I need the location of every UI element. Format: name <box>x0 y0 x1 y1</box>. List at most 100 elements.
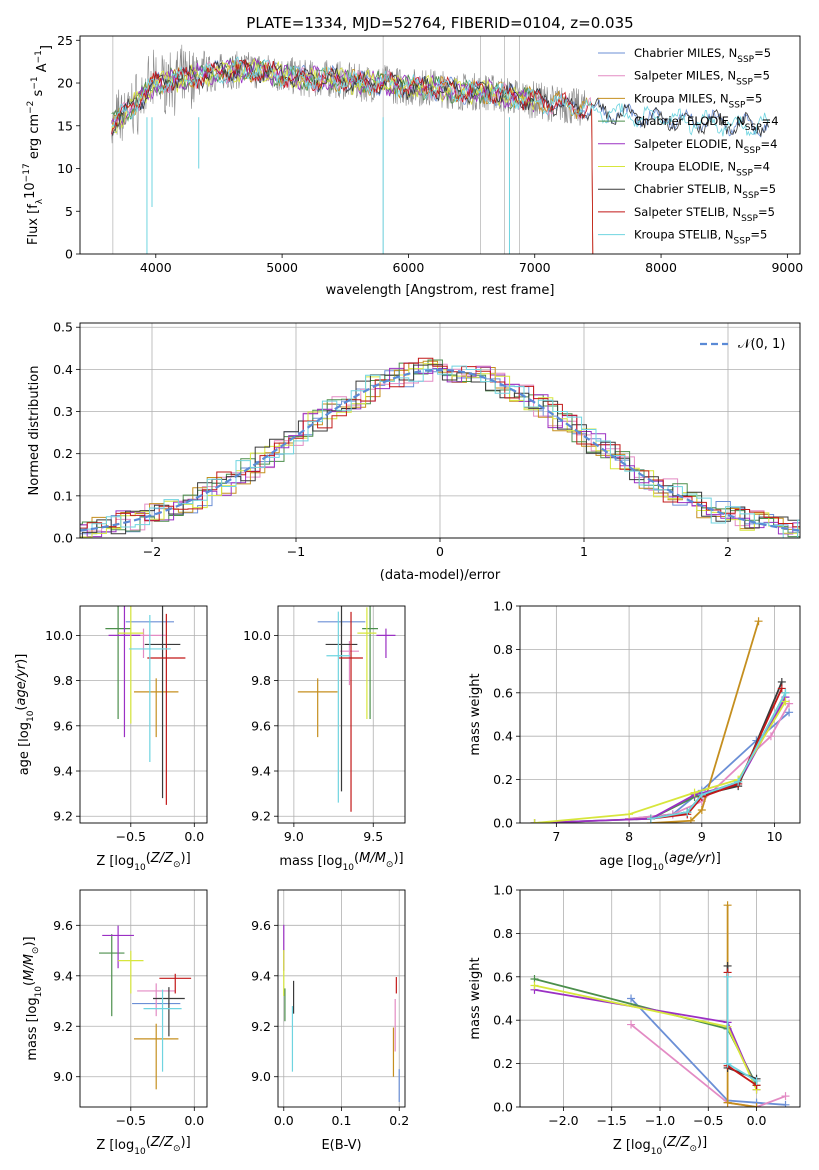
figure-title: PLATE=1334, MJD=52764, FIBERID=0104, z=0… <box>246 14 633 32</box>
y-tick-label: 0.1 <box>53 488 73 503</box>
y-tick-label: 9.6 <box>53 718 73 733</box>
x-tick-label: 5000 <box>266 260 298 275</box>
age-vs-Z-axes: −0.5 0.0 9.2 9.4 9.6 9.8 10.0 Z [log10(Z/Z⊙)] ag… <box>14 605 208 873</box>
axes-frame <box>79 889 208 1108</box>
age-vs-mass-plot-area <box>297 606 396 812</box>
x-axis-label: wavelength [Angstrom, rest frame] <box>326 283 555 298</box>
legend-label-2: Kroupa MILES, NSSP=5 <box>634 91 762 110</box>
y-tick-label: 10 <box>57 161 73 176</box>
y-tick-label: 0 <box>65 247 73 262</box>
axes-frame <box>519 605 801 824</box>
model-spectrum-8 <box>111 56 769 137</box>
legend-label-0: Chabrier MILES, NSSP=5 <box>634 46 771 65</box>
weight-line-4 <box>534 988 758 1090</box>
x-tick-label: 6000 <box>393 260 425 275</box>
y-tick-label: 9.4 <box>251 764 271 779</box>
weight-marker <box>723 1059 732 1068</box>
x-tick-label: 7 <box>552 829 560 844</box>
weight-marker <box>752 1076 761 1085</box>
y-axis-label: Flux [fλ10−17 erg cm−2 s−1 A−1] <box>22 45 54 245</box>
y-tick-label: 0.6 <box>493 969 513 984</box>
y-tick-label: 0.0 <box>493 1100 513 1115</box>
x-tick-label: −0.5 <box>116 1113 146 1128</box>
weight-marker <box>723 972 732 981</box>
x-axis-label: E(B-V) <box>321 1138 361 1153</box>
x-tick-label: −0.5 <box>693 1113 723 1128</box>
y-tick-label: 9.2 <box>53 809 73 824</box>
weight-marker <box>734 777 743 786</box>
weight-line-7 <box>650 688 783 820</box>
weight-marker <box>627 994 636 1003</box>
y-tick-label: 15 <box>57 118 73 133</box>
weight-marker <box>754 617 763 626</box>
mass-weight-vs-Z-axes: −2.0 −1.5 −1.0 −0.5 0.0 0.0 0.2 0.4 0.6 0.8 1.0 Z [… <box>468 883 801 1157</box>
x-tick-label: 0.1 <box>332 1113 352 1128</box>
y-tick-label: 5 <box>65 204 73 219</box>
weight-marker <box>723 1098 732 1107</box>
y-tick-label: 9.6 <box>53 918 73 933</box>
y-tick-label: 9.2 <box>251 809 271 824</box>
spectrum-axes: 4000 5000 6000 7000 8000 9000 0 5 10 15 20 25 wavele… <box>22 33 803 298</box>
x-tick-label: 7000 <box>519 260 551 275</box>
y-tick-label: 25 <box>57 33 73 48</box>
weight-marker <box>697 805 706 814</box>
x-tick-label: 9 <box>698 829 706 844</box>
weight-line-8 <box>726 976 758 1082</box>
x-tick-label: −2.0 <box>548 1113 578 1128</box>
legend-label-1: Salpeter MILES, NSSP=5 <box>634 69 770 88</box>
weight-marker <box>785 708 794 717</box>
weight-line-6 <box>650 681 783 820</box>
weight-marker <box>781 1100 790 1107</box>
y-tick-label: 0.2 <box>493 772 513 787</box>
weight-marker <box>766 732 775 741</box>
model-spectrum-4 <box>111 57 536 126</box>
y-tick-label: 10.0 <box>243 628 271 643</box>
y-tick-label: 0.6 <box>493 685 513 700</box>
legend-label-7: Salpeter STELIB, NSSP=5 <box>634 205 775 224</box>
y-tick-label: 9.4 <box>251 968 271 983</box>
residual-histogram-5 <box>80 363 800 538</box>
mass-vs-EBV-axes: 0.0 0.1 0.2 9.0 9.2 9.4 9.6 E(B-V) <box>251 889 409 1153</box>
axes-frame <box>277 605 406 824</box>
mass-vs-Z-axes: −0.5 0.0 9.0 9.2 9.4 9.6 Z [log10(Z/Z⊙)] mass [… <box>22 889 208 1157</box>
y-tick-label: 9.6 <box>251 718 271 733</box>
x-tick-label: −1.5 <box>597 1113 627 1128</box>
x-tick-label: 8000 <box>645 260 677 275</box>
x-tick-label: 0 <box>436 544 444 559</box>
legend-label-3: Chabrier ELODIE, NSSP=4 <box>634 114 779 133</box>
y-tick-label: 0.4 <box>493 729 513 744</box>
axes-frame <box>79 322 801 539</box>
y-tick-label: 1.0 <box>493 599 513 614</box>
y-axis-label: mass weight <box>468 957 483 1039</box>
y-tick-label: 0.5 <box>53 320 73 335</box>
x-tick-label: 0.0 <box>747 1113 767 1128</box>
x-tick-label: 0.2 <box>389 1113 409 1128</box>
x-tick-label: −0.5 <box>116 829 146 844</box>
x-axis-label: age [log10(age/yr)] <box>599 851 721 873</box>
x-tick-label: 9.0 <box>284 829 304 844</box>
x-tick-label: 9000 <box>771 260 803 275</box>
y-tick-label: 9.0 <box>251 1069 271 1084</box>
y-axis-label: mass [log10(M/M⊙)] <box>22 936 44 1060</box>
y-tick-label: 0.4 <box>493 1013 513 1028</box>
weight-line-0 <box>630 997 786 1106</box>
x-axis-label: (data-model)/error <box>380 568 501 583</box>
x-tick-label: 8 <box>625 829 633 844</box>
mass-weight-vs-age-axes: 7 8 9 10 0.0 0.2 0.4 0.6 0.8 1.0 age [log10(age/yr… <box>468 599 801 873</box>
legend-label: 𝒩(0, 1) <box>738 337 785 352</box>
axes-frame <box>519 889 801 1108</box>
age-vs-Z-plot-area <box>105 606 186 805</box>
x-tick-label: −1 <box>287 544 305 559</box>
model-spectrum-5 <box>111 58 536 134</box>
y-tick-label: 9.2 <box>53 1019 73 1034</box>
residual-histogram-plot-area <box>80 357 800 538</box>
normal-curve <box>80 368 800 532</box>
x-tick-label: 1 <box>580 544 588 559</box>
y-tick-label: 9.4 <box>53 968 73 983</box>
y-tick-label: 9.4 <box>53 764 73 779</box>
y-tick-label: 9.8 <box>251 673 271 688</box>
weight-marker <box>781 1092 790 1101</box>
weight-line-6 <box>726 966 757 1080</box>
x-axis-label: mass [log10(M/M⊙)] <box>279 851 403 873</box>
axes-frame <box>79 605 208 824</box>
